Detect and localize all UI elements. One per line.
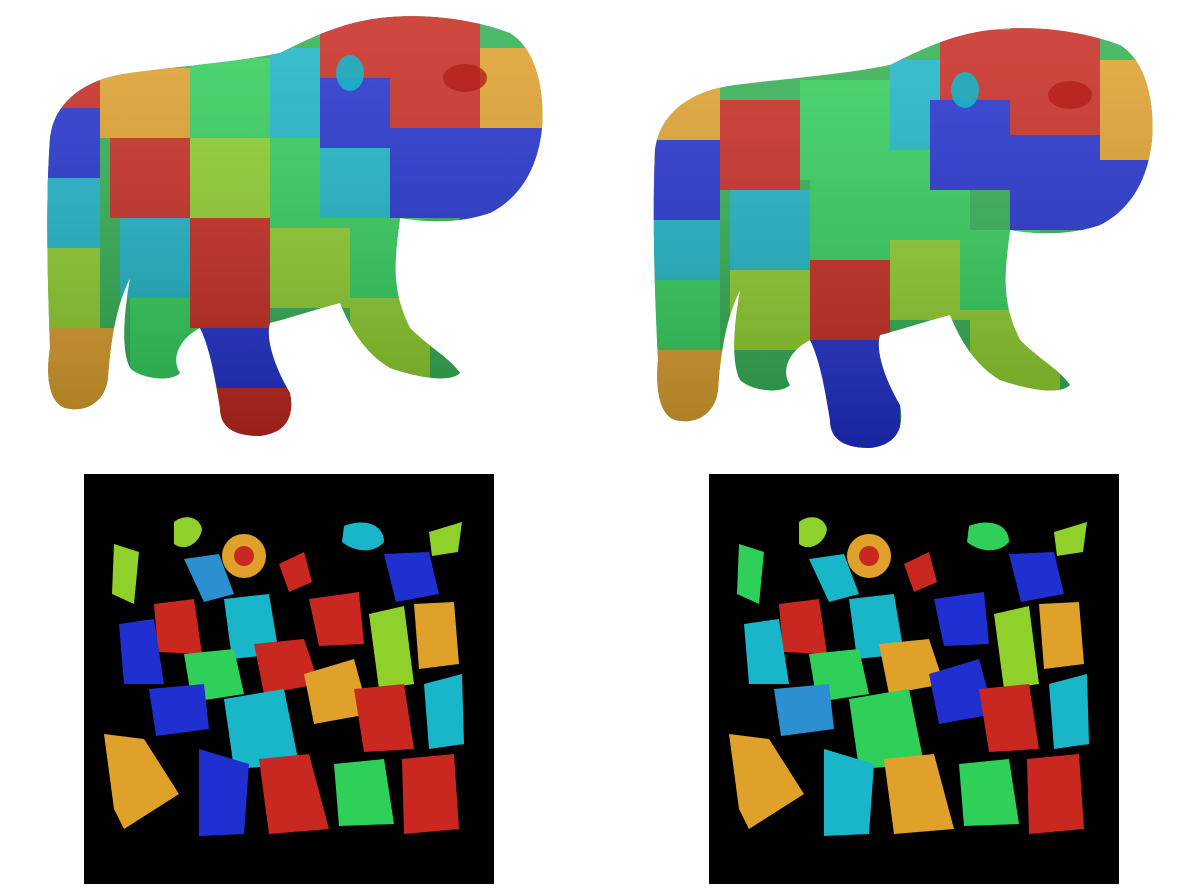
shading-overlay (653, 28, 1153, 448)
ear (336, 55, 364, 91)
uv-charts (104, 517, 464, 836)
snout (1048, 81, 1092, 109)
uv-atlas-right (709, 474, 1119, 884)
ear (951, 72, 979, 108)
uv-charts (729, 517, 1089, 836)
bulldog-mesh-right-render (653, 28, 1153, 448)
snout (443, 64, 487, 92)
bulldog-mesh-right (640, 20, 1180, 460)
uv-atlas-right-render (729, 517, 1089, 836)
bulldog-mesh-left-render (47, 16, 543, 436)
bulldog-mesh-left (20, 8, 560, 448)
uv-atlas-left (84, 474, 494, 884)
uv-atlas-left-render (104, 517, 464, 836)
